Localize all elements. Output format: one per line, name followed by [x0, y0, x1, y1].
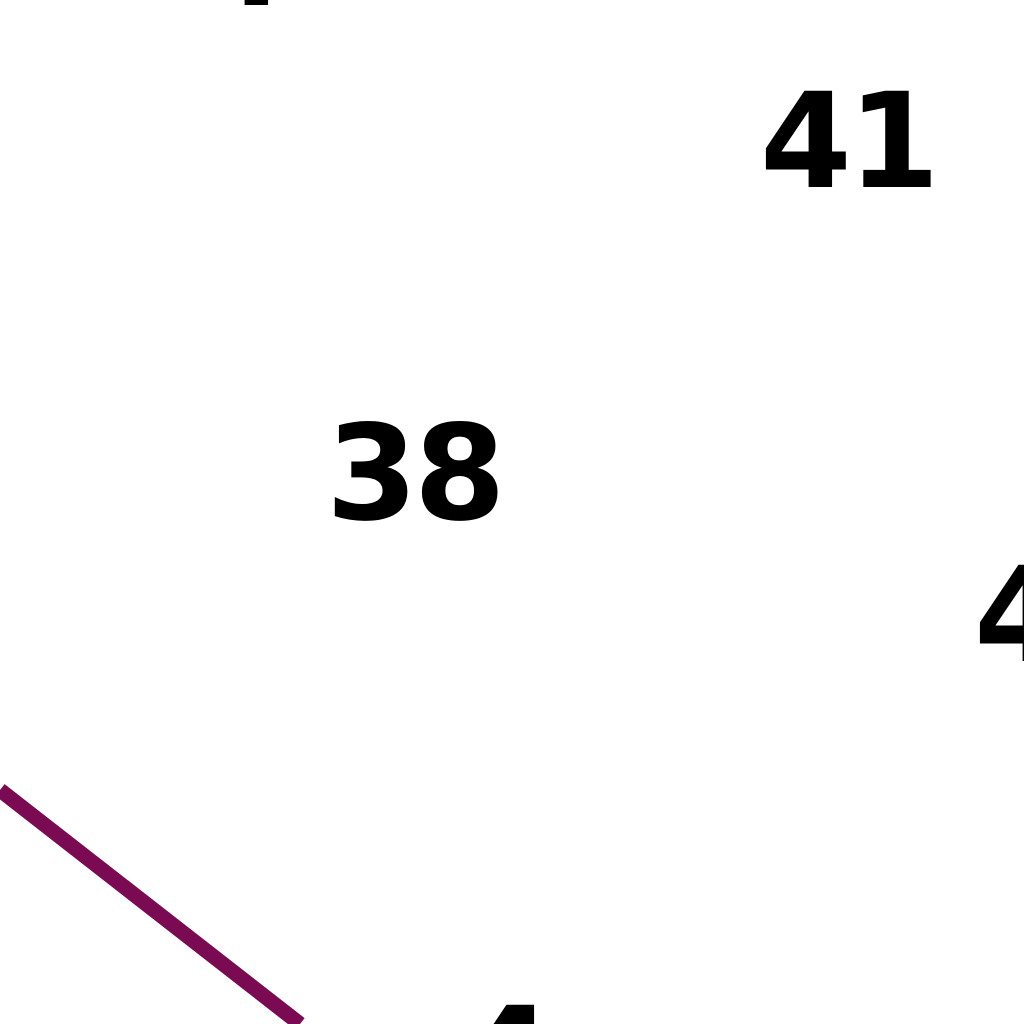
- depth-contour-line: [0, 784, 305, 1024]
- depth-sounding-partial-bottom: 4: [462, 990, 554, 1024]
- depth-sounding-partial-top: 4: [196, 0, 288, 26]
- depth-sounding-38: 38: [326, 397, 506, 551]
- depth-sounding-partial-right: 4: [974, 539, 1024, 693]
- depth-sounding-41: 41: [760, 65, 940, 219]
